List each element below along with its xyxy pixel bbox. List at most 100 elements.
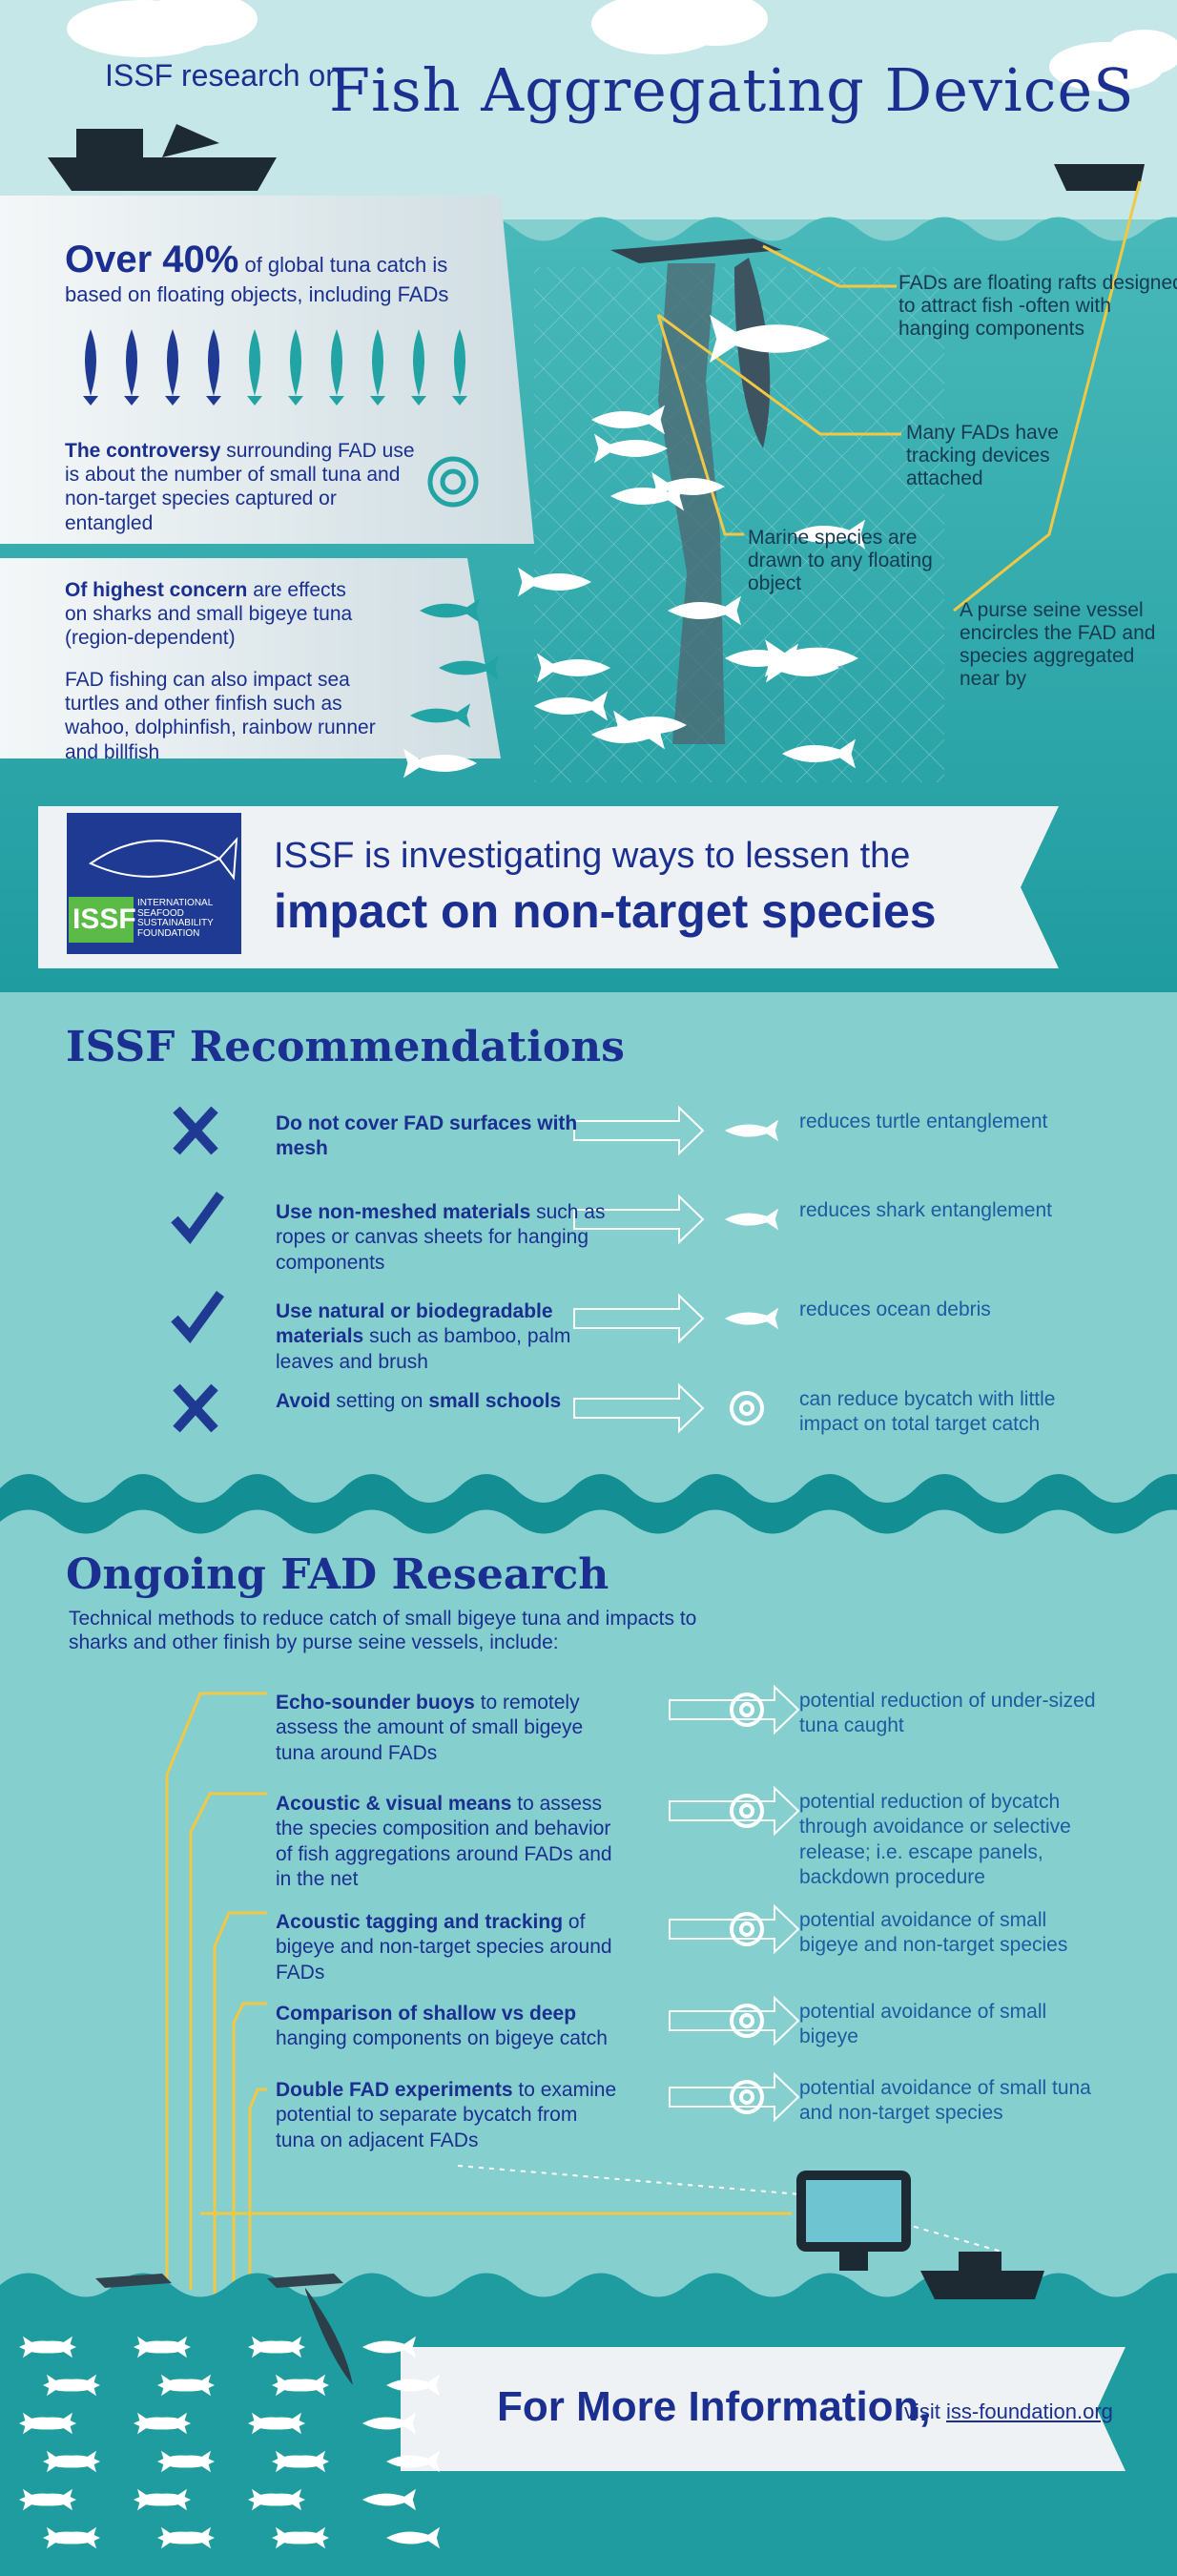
fish (362, 2488, 416, 2511)
item-segment: to remotely assess the amount of small b… (276, 1692, 584, 1764)
fish (252, 2488, 305, 2511)
fish (23, 2488, 76, 2511)
callout: Marine species are drawn to any floating… (748, 527, 933, 595)
fish (765, 639, 858, 677)
fish (725, 1208, 778, 1231)
fish (410, 703, 470, 728)
fish (725, 1119, 778, 1142)
tuna-icon (411, 329, 426, 405)
callout: Many FADs have tracking devices attached (906, 422, 1059, 490)
fish (161, 2526, 215, 2549)
footer-link[interactable]: iss-foundation.org (946, 2399, 1113, 2423)
item-result: potential avoidance of small tuna and no… (799, 2077, 1091, 2125)
fish (362, 2336, 416, 2358)
fish (137, 2488, 191, 2511)
fish (252, 2412, 305, 2435)
target-icon (739, 2089, 754, 2105)
fish (276, 2450, 329, 2473)
arrow (573, 1293, 705, 1344)
item-segment: Avoid (276, 1390, 331, 1412)
catch-highlight: Over 40% (65, 239, 239, 280)
tuna-icon (288, 329, 303, 405)
item-segment: small schools (428, 1390, 562, 1412)
catch-fact: Over 40% of global tuna catch is based o… (65, 237, 485, 307)
item-result: reduces shark entanglement (799, 1199, 1052, 1221)
item-segment: Echo-sounder buoys (276, 1692, 475, 1714)
target-icon (730, 1794, 764, 1828)
target-icon (730, 1912, 764, 1946)
visit-text: visit (904, 2399, 940, 2423)
catch-text: of global tuna catch is based on floatin… (65, 253, 449, 306)
item-text: Do not cover FAD surfaces with mesh (276, 1111, 619, 1162)
arrow (669, 1903, 800, 1955)
logo-fish (88, 837, 238, 881)
tuna-icon (124, 329, 139, 405)
item-text: Acoustic & visual means to assess the sp… (276, 1792, 619, 1892)
fish (362, 2412, 416, 2435)
item-result: can reduce bycatch with little impact on… (799, 1388, 1056, 1436)
fad-raft (95, 2274, 343, 2288)
item-segment: Do not cover FAD surfaces with mesh (276, 1112, 578, 1160)
fish (137, 2336, 191, 2358)
target-icon (440, 468, 466, 495)
tuna-icon (329, 329, 344, 405)
fish (386, 2450, 440, 2473)
research-intro: Technical methods to reduce catch of sma… (69, 1608, 697, 1654)
callout: A purse seine vessel encircles the FAD a… (960, 599, 1156, 691)
header-title: Fish Aggregating DeviceS (329, 55, 1135, 125)
target-icon (739, 1922, 754, 1937)
fish (23, 2412, 76, 2435)
item-text: Echo-sounder buoys to remotely assess th… (276, 1691, 619, 1766)
item-text: Double FAD experiments to examine potent… (276, 2078, 619, 2153)
arrows (171, 1105, 800, 2123)
arrow (573, 1194, 705, 1245)
banner (401, 2347, 1125, 2471)
signal-path (457, 2165, 1002, 2253)
target-icon (730, 2080, 764, 2114)
arrow (573, 1382, 705, 1434)
arrow (669, 1684, 800, 1735)
banner-headline: impact on non-target species (274, 884, 937, 938)
fish (439, 655, 499, 680)
item-segment: such as ropes or canvas sheets for hangi… (276, 1201, 606, 1274)
tuna-icon (83, 329, 98, 405)
connector (165, 1692, 792, 2481)
target-icon (739, 1401, 754, 1416)
impact-text: FAD fishing can also impact sea turtles … (65, 669, 376, 763)
target-icon (730, 1391, 764, 1425)
item-text: Comparison of shallow vs deep hanging co… (276, 2002, 619, 2052)
fish (613, 710, 687, 740)
banner (38, 806, 1059, 968)
logo-text: ISSF (72, 904, 136, 935)
boat (1054, 164, 1145, 191)
fish (47, 2374, 100, 2397)
controversy: The controversy surrounding FAD use is a… (65, 439, 427, 535)
fish (386, 2374, 440, 2397)
banner-line: ISSF is investigating ways to lessen the (274, 836, 911, 876)
concern-text: are effects on sharks and small bigeye t… (65, 579, 353, 650)
item-result: reduces ocean debris (799, 1298, 991, 1320)
fish (47, 2450, 100, 2473)
fish (710, 314, 830, 364)
panel (0, 558, 501, 758)
item-result: reduces turtle entanglement (799, 1111, 1048, 1132)
tuna-icon (206, 329, 221, 405)
item-segment: setting on (336, 1390, 423, 1412)
item-segment: Acoustic tagging and tracking (276, 1911, 564, 1933)
fad-raft (610, 239, 782, 263)
item-segment: Acoustic & visual means (276, 1793, 512, 1815)
logo-mark (69, 897, 134, 943)
target-icon (730, 2004, 764, 2038)
target-icon (427, 456, 479, 508)
item-result: potential avoidance of small bigeye and … (799, 1909, 1068, 1957)
fish (668, 595, 741, 626)
item-result: potential avoidance of small bigeye (799, 2001, 1047, 2048)
fish (420, 598, 480, 623)
footer-title: For More Information, (497, 2383, 931, 2430)
item-result: potential reduction of bycatch through a… (799, 1791, 1071, 1888)
item-segment: hanging components on bigeye catch (276, 2027, 608, 2050)
cross-icon (173, 1383, 218, 1433)
check-icon (171, 1192, 225, 1244)
item-segment: to assess the species composition and be… (276, 1793, 612, 1890)
